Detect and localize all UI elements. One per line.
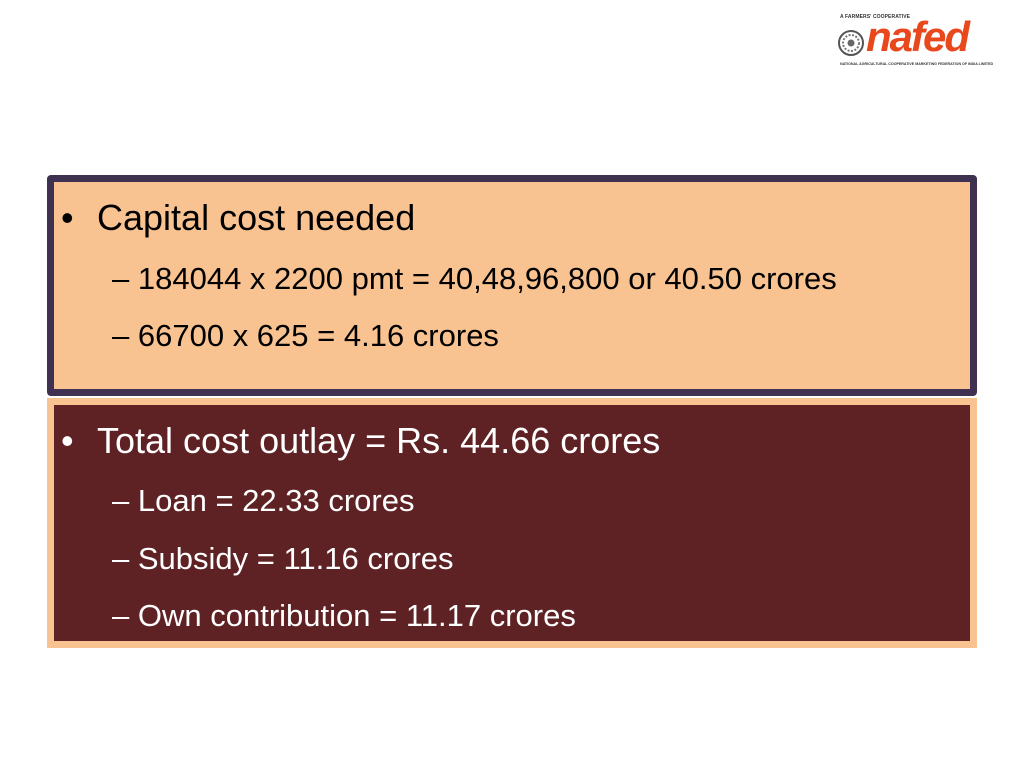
sub-item: – 66700 x 625 = 4.16 crores (112, 318, 499, 354)
bullet-capital-cost: • Capital cost needed (61, 198, 415, 238)
sub-item-text: Own contribution = 11.17 crores (137, 598, 576, 633)
dash: – (112, 483, 130, 518)
logo-tagline: A FARMERS' COOPERATIVE (840, 14, 911, 20)
sub-item-text: Loan = 22.33 crores (137, 483, 415, 518)
bullet-dot: • (61, 420, 74, 461)
sub-item: – Subsidy = 11.16 crores (112, 541, 454, 577)
cooperative-emblem-icon (838, 30, 864, 56)
logo-fullname: NATIONAL AGRICULTURAL COOPERATIVE MARKET… (840, 62, 994, 66)
dash: – (112, 261, 130, 296)
sub-item: – Own contribution = 11.17 crores (112, 598, 576, 634)
logo-wordmark: nafed (866, 13, 970, 60)
sub-item: – Loan = 22.33 crores (112, 483, 414, 519)
capital-cost-box: • Capital cost needed – 184044 x 2200 pmt… (47, 175, 977, 396)
bullet-text: Capital cost needed (97, 197, 416, 238)
total-cost-box: • Total cost outlay = Rs. 44.66 crores – … (47, 398, 977, 648)
bullet-total-cost: • Total cost outlay = Rs. 44.66 crores (61, 421, 660, 461)
dash: – (112, 541, 130, 576)
sub-item-text: 66700 x 625 = 4.16 crores (137, 318, 499, 353)
sub-item-text: 184044 x 2200 pmt = 40,48,96,800 or 40.5… (137, 261, 837, 296)
bullet-dot: • (61, 197, 74, 238)
sub-item-text: Subsidy = 11.16 crores (137, 541, 454, 576)
nafed-logo: A FARMERS' COOPERATIVE nafed NATIONAL AG… (836, 8, 1012, 70)
dash: – (112, 318, 130, 353)
sub-item: – 184044 x 2200 pmt = 40,48,96,800 or 40… (112, 261, 837, 297)
dash: – (112, 598, 130, 633)
bullet-text: Total cost outlay = Rs. 44.66 crores (97, 420, 661, 461)
